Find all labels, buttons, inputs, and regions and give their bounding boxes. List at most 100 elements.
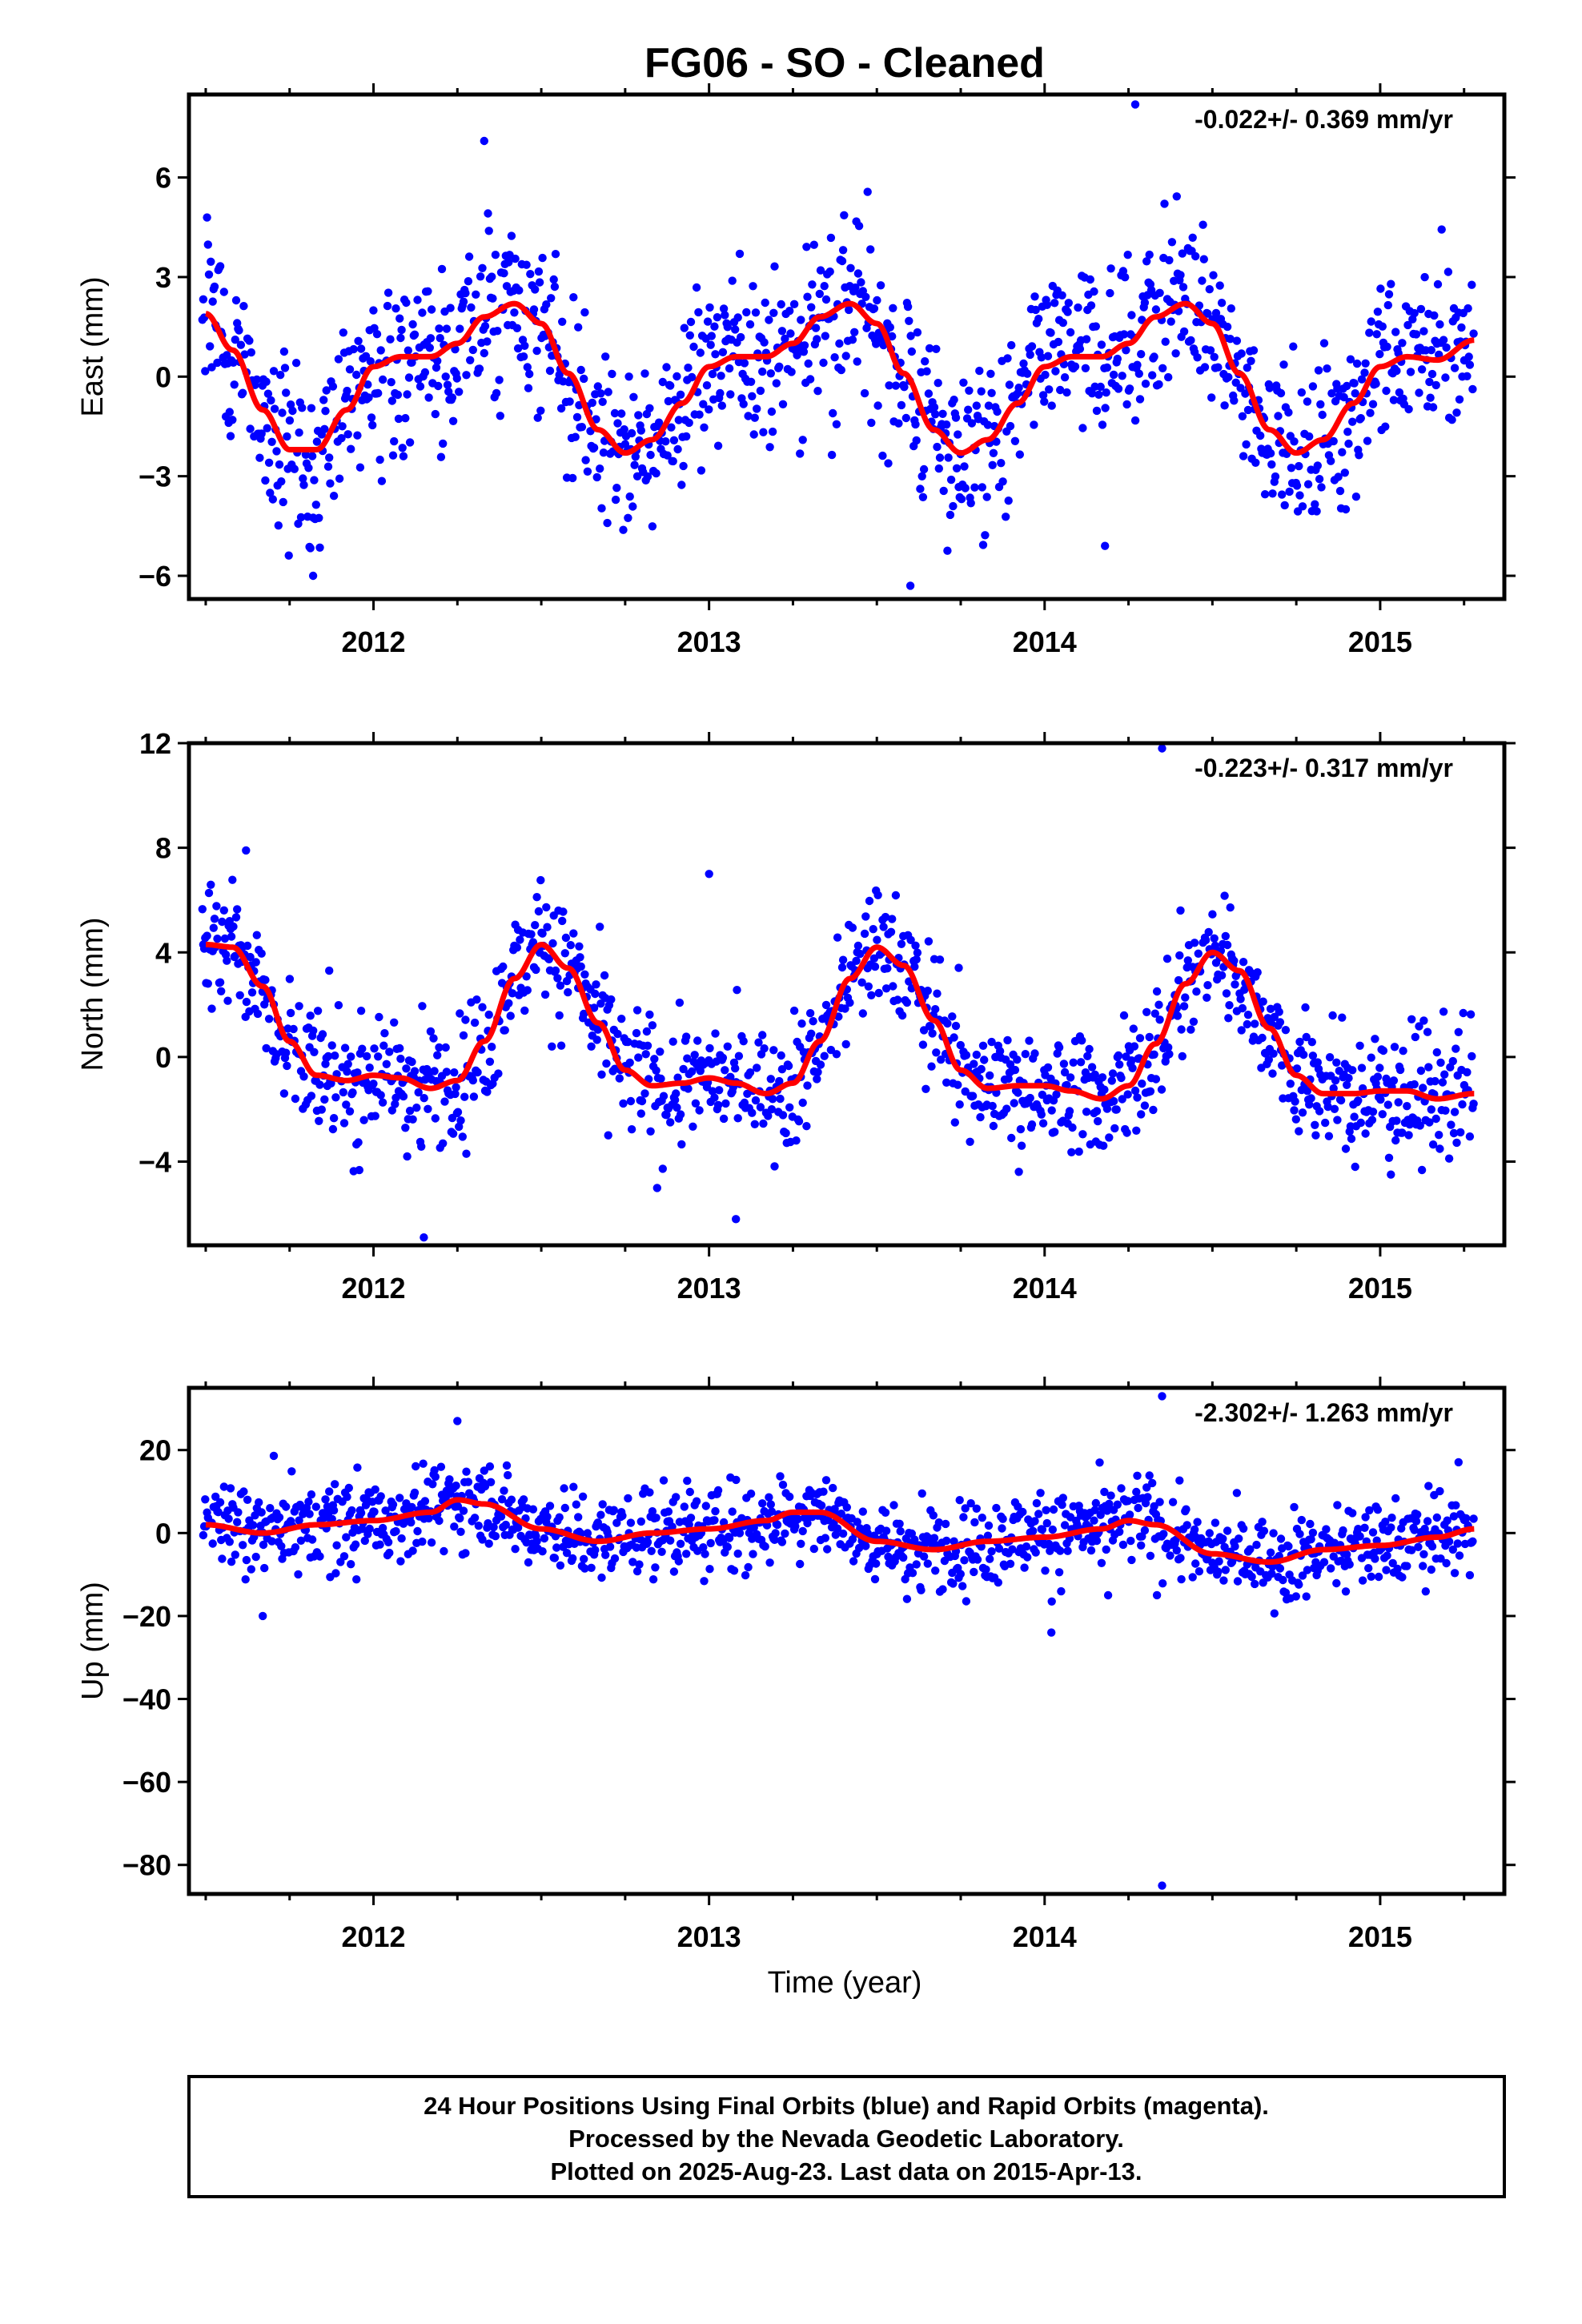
data-point [374, 1052, 383, 1061]
data-point [1259, 1526, 1269, 1535]
data-point [1200, 363, 1210, 372]
data-point [663, 451, 672, 460]
data-point [856, 949, 865, 959]
data-point [998, 477, 1007, 486]
data-point [528, 938, 538, 947]
data-point [617, 1015, 626, 1023]
data-point [873, 401, 882, 410]
data-point [1189, 1017, 1199, 1027]
data-point [831, 1530, 841, 1539]
data-point [1452, 1138, 1461, 1148]
data-point [294, 1570, 303, 1579]
data-point [1096, 1510, 1105, 1519]
data-point [926, 1022, 935, 1031]
data-point [528, 1505, 538, 1514]
data-point [1319, 339, 1329, 348]
data-point [1442, 343, 1451, 352]
data-point [1339, 1526, 1347, 1535]
data-point [604, 388, 612, 396]
data-point [701, 1502, 710, 1510]
data-point [1135, 1034, 1145, 1043]
data-point [1211, 308, 1221, 318]
data-point [576, 962, 585, 971]
data-point [1060, 1068, 1070, 1077]
data-point [1419, 1016, 1428, 1025]
data-point [1078, 1130, 1087, 1139]
data-point [711, 1029, 720, 1038]
data-point [988, 460, 997, 469]
data-point [1348, 417, 1357, 426]
data-point [580, 374, 588, 384]
data-point [414, 1088, 423, 1097]
data-point [456, 1009, 464, 1018]
data-point [986, 1554, 994, 1563]
data-point [627, 1125, 636, 1134]
data-point [705, 1565, 714, 1574]
data-point [412, 1462, 420, 1471]
data-point [1419, 1550, 1428, 1559]
data-point [1453, 1539, 1462, 1548]
data-point [1433, 279, 1443, 289]
data-point [1226, 335, 1235, 344]
data-point [850, 328, 859, 336]
data-point [532, 893, 541, 902]
data-point [900, 383, 909, 392]
data-point [1237, 349, 1246, 358]
data-point [970, 1059, 978, 1068]
data-point [385, 1047, 394, 1056]
data-point [1098, 420, 1107, 429]
data-point [917, 472, 926, 480]
data-point [458, 1132, 467, 1141]
data-point [978, 483, 987, 492]
data-point [285, 416, 295, 425]
data-point [1428, 1140, 1438, 1149]
data-point [472, 290, 480, 299]
data-point [846, 263, 855, 272]
data-point [1291, 1097, 1299, 1106]
data-point [1354, 1525, 1363, 1534]
data-point [424, 393, 433, 402]
data-point [485, 1462, 495, 1471]
data-point [338, 422, 347, 431]
data-point [692, 1497, 701, 1506]
data-points [198, 744, 1478, 1242]
data-point [632, 1028, 641, 1038]
data-point [1319, 1558, 1329, 1566]
data-point [199, 295, 208, 304]
data-point [1427, 1565, 1436, 1574]
data-point [731, 325, 740, 334]
data-point [356, 1509, 366, 1518]
data-point [499, 962, 508, 971]
data-point [631, 452, 640, 461]
x-tick-label: 2014 [1013, 625, 1077, 658]
data-point [375, 1540, 384, 1549]
data-point [534, 267, 544, 276]
data-point [766, 1500, 775, 1509]
x-tick-label: 2015 [1348, 1272, 1412, 1305]
data-point [1114, 384, 1123, 393]
y-tick-label: −6 [139, 560, 171, 593]
data-point [550, 1554, 560, 1562]
data-point [1043, 352, 1053, 360]
data-point [1468, 280, 1476, 289]
data-point [798, 1526, 807, 1536]
data-point [227, 1558, 236, 1566]
data-point [295, 1516, 303, 1525]
data-point [1127, 1056, 1136, 1065]
data-point [1392, 366, 1401, 376]
data-point [1130, 100, 1140, 109]
data-point [231, 1550, 239, 1559]
data-point [770, 1162, 779, 1171]
data-point [786, 329, 795, 338]
data-point [1054, 1043, 1064, 1052]
data-point [1069, 1058, 1078, 1068]
data-point [253, 1009, 263, 1019]
data-point [1117, 1484, 1126, 1493]
data-point [1371, 380, 1380, 388]
data-point [439, 1139, 448, 1148]
data-point [538, 253, 547, 263]
data-point [1235, 1534, 1243, 1543]
data-point [299, 480, 308, 489]
data-point [885, 381, 893, 390]
data-point [686, 317, 696, 327]
